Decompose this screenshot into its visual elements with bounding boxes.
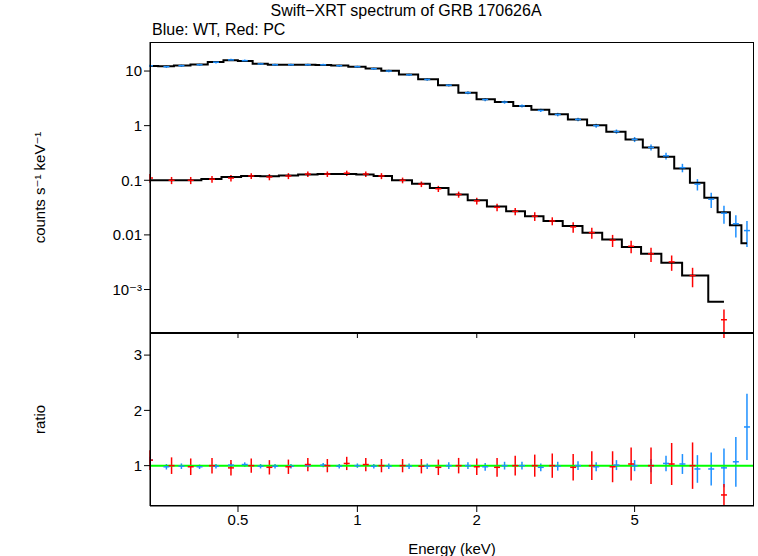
svg-text:0.1: 0.1: [121, 172, 142, 189]
svg-text:1: 1: [353, 511, 361, 528]
svg-text:1: 1: [134, 457, 142, 474]
svg-text:0.01: 0.01: [113, 226, 142, 243]
svg-text:2: 2: [473, 511, 481, 528]
svg-text:10⁻³: 10⁻³: [112, 281, 142, 298]
svg-text:ratio: ratio: [31, 405, 48, 434]
svg-text:2: 2: [134, 402, 142, 419]
svg-text:1: 1: [134, 117, 142, 134]
svg-text:10: 10: [125, 62, 142, 79]
svg-text:3: 3: [134, 346, 142, 363]
html-text:Blue: WT, Red: PC: Blue: WT, Red: PC: [152, 21, 286, 38]
html-text:Swift−XRT spectrum of GRB 1706: Swift−XRT spectrum of GRB 170626A: [270, 2, 542, 19]
svg-text:counts s⁻¹ keV⁻¹: counts s⁻¹ keV⁻¹: [31, 132, 48, 244]
svg-text:Energy (keV): Energy (keV): [408, 540, 496, 556]
svg-text:0.5: 0.5: [228, 511, 249, 528]
svg-text:5: 5: [630, 511, 638, 528]
